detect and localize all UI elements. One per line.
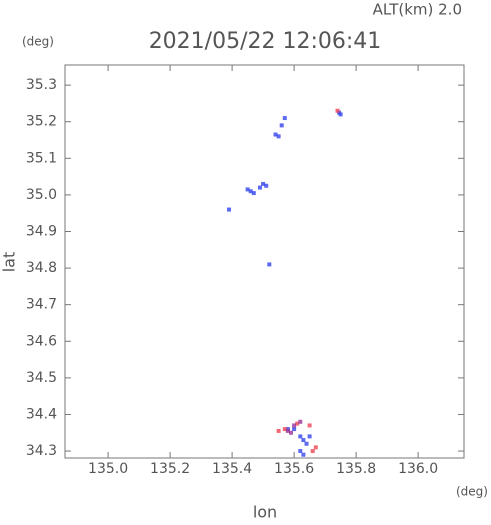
data-point xyxy=(267,262,272,267)
data-point xyxy=(258,185,263,190)
data-point xyxy=(298,449,303,454)
y-tick-label: 34.8 xyxy=(26,260,57,276)
data-point xyxy=(276,134,281,139)
data-point xyxy=(279,123,284,128)
y-tick-label: 34.5 xyxy=(26,370,57,386)
altitude-label: ALT(km) 2.0 xyxy=(373,1,462,19)
chart-title: 2021/05/22 12:06:41 xyxy=(149,29,382,54)
data-point xyxy=(304,441,309,446)
y-axis-label: lat xyxy=(0,252,19,273)
y-tick-label: 35.0 xyxy=(26,187,57,203)
data-point xyxy=(285,428,290,433)
data-point xyxy=(298,434,303,439)
y-tick-label: 34.7 xyxy=(26,297,57,313)
data-point xyxy=(273,132,278,137)
y-tick-label: 34.3 xyxy=(26,443,57,459)
data-point xyxy=(335,108,340,113)
data-point xyxy=(292,423,297,428)
data-point xyxy=(310,449,315,454)
x-tick-label: 135.0 xyxy=(88,461,128,477)
y-tick-label: 35.2 xyxy=(26,114,57,130)
x-tick-label: 135.6 xyxy=(274,461,314,477)
data-point xyxy=(261,181,266,186)
data-point xyxy=(248,189,253,194)
data-point xyxy=(298,419,303,424)
x-tick-label: 135.4 xyxy=(212,461,252,477)
data-point xyxy=(301,438,306,443)
data-point xyxy=(264,183,269,188)
data-point xyxy=(282,116,287,121)
y-tick-label: 34.6 xyxy=(26,333,57,349)
data-point xyxy=(289,430,294,435)
x-axis-label: lon xyxy=(253,503,277,522)
x-unit: (deg) xyxy=(456,485,488,499)
data-point xyxy=(282,427,287,432)
data-point xyxy=(307,434,312,439)
x-tick-label: 135.8 xyxy=(336,461,376,477)
y-tick-label: 34.9 xyxy=(26,223,57,239)
y-unit: (deg) xyxy=(22,35,54,49)
data-point xyxy=(227,207,232,212)
data-point xyxy=(292,427,297,432)
data-point xyxy=(251,191,256,196)
x-tick-label: 136.0 xyxy=(398,461,438,477)
data-point xyxy=(313,445,318,450)
y-tick-label: 34.4 xyxy=(26,406,57,422)
data-point xyxy=(301,452,306,457)
data-point xyxy=(245,187,250,192)
data-point xyxy=(307,423,312,428)
data-point xyxy=(295,421,300,426)
data-point xyxy=(276,428,281,433)
plot-frame xyxy=(64,64,465,459)
y-tick-label: 35.1 xyxy=(26,150,57,166)
x-tick-label: 135.2 xyxy=(150,461,190,477)
data-point xyxy=(338,112,343,117)
y-tick-label: 35.3 xyxy=(26,77,57,93)
